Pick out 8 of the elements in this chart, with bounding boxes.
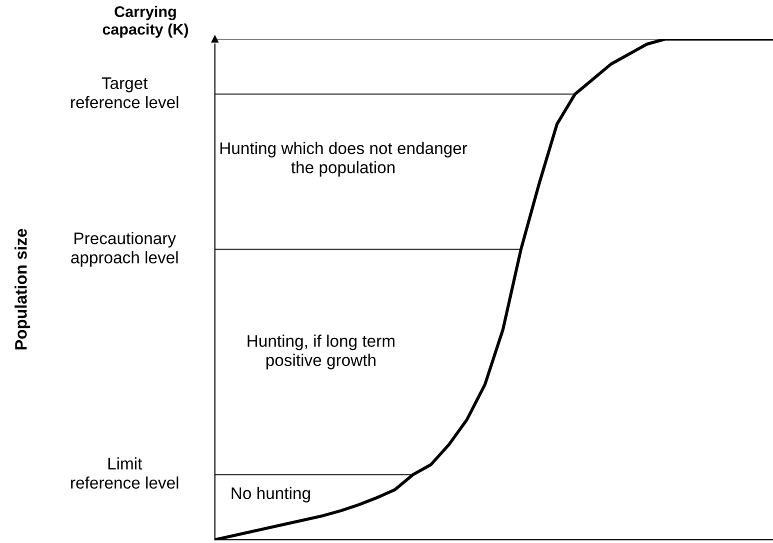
ref-line-label: Carrying capacity (K) bbox=[102, 6, 188, 38]
annotation: No hunting bbox=[232, 486, 310, 502]
ref-line-label: Precautionary approach level bbox=[71, 232, 178, 267]
ref-line-label: Limit reference level bbox=[71, 457, 178, 489]
text: Population size bbox=[14, 228, 30, 350]
ref-line-label: Target reference level bbox=[71, 77, 178, 108]
annotation: Hunting, if long term positive growth bbox=[248, 334, 394, 370]
annotation: Hunting which does not endanger the population bbox=[220, 142, 468, 177]
